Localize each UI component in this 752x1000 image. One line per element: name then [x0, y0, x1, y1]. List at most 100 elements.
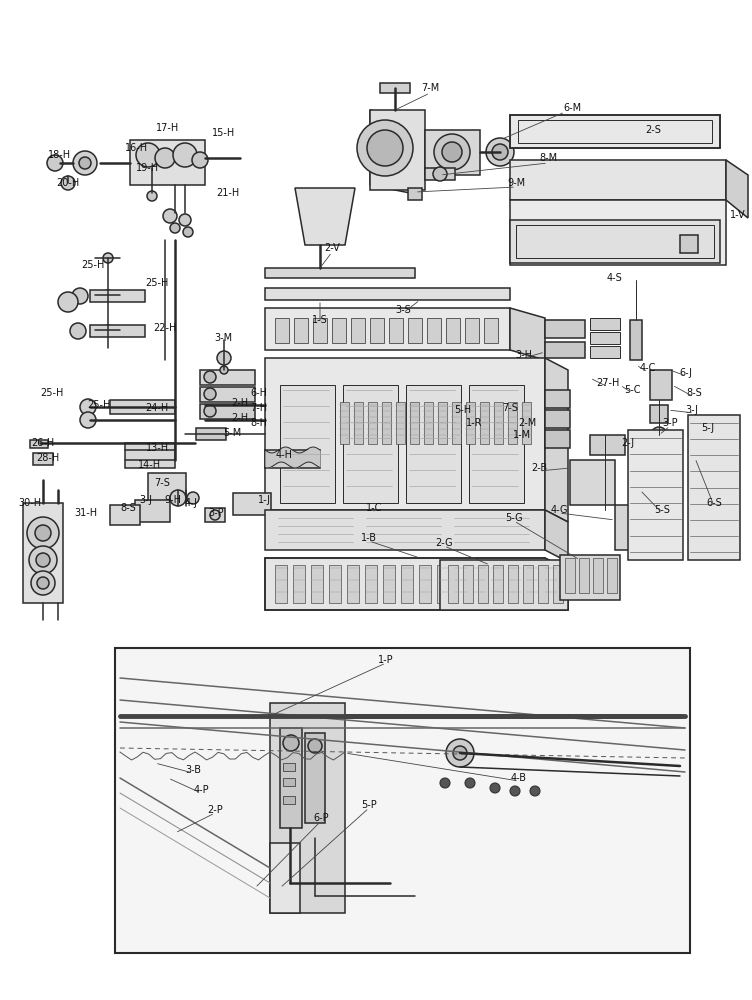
Bar	[630, 320, 642, 360]
Text: 5-M: 5-M	[223, 428, 241, 438]
Bar	[23, 503, 63, 603]
Circle shape	[434, 134, 470, 170]
Text: 1-J: 1-J	[257, 495, 271, 505]
Circle shape	[453, 746, 467, 760]
Text: 4-J: 4-J	[184, 498, 198, 508]
Bar	[233, 493, 271, 515]
Bar	[347, 565, 359, 603]
Bar	[275, 565, 287, 603]
Bar	[628, 430, 683, 560]
Circle shape	[58, 292, 78, 312]
Bar	[408, 188, 422, 200]
Bar	[545, 410, 570, 428]
Bar	[424, 402, 433, 444]
Circle shape	[308, 739, 322, 753]
Bar	[370, 318, 384, 343]
Polygon shape	[510, 308, 545, 360]
Bar	[148, 473, 186, 501]
Bar	[590, 318, 620, 330]
Bar	[130, 140, 205, 185]
Circle shape	[136, 143, 160, 167]
Bar	[509, 565, 521, 603]
Bar	[523, 565, 533, 603]
Polygon shape	[265, 558, 568, 610]
Polygon shape	[295, 188, 355, 245]
Polygon shape	[510, 160, 726, 200]
Bar	[590, 332, 620, 344]
Circle shape	[37, 577, 49, 589]
Bar	[406, 385, 461, 503]
Polygon shape	[510, 220, 720, 263]
Text: 3-P: 3-P	[663, 418, 678, 428]
Bar	[332, 318, 346, 343]
Bar	[478, 565, 488, 603]
Bar	[493, 565, 503, 603]
Bar	[196, 428, 226, 440]
Text: 5-S: 5-S	[654, 505, 670, 515]
Text: 2-S: 2-S	[645, 125, 661, 135]
Circle shape	[433, 167, 447, 181]
Bar	[522, 402, 531, 444]
Bar	[351, 318, 365, 343]
Circle shape	[47, 155, 63, 171]
Bar	[205, 508, 225, 522]
Text: 31-H: 31-H	[74, 508, 98, 518]
Circle shape	[651, 427, 667, 443]
Circle shape	[27, 517, 59, 549]
Text: 18-H: 18-H	[48, 150, 71, 160]
Text: 8-S: 8-S	[686, 388, 702, 398]
Polygon shape	[370, 110, 420, 195]
Bar	[110, 505, 140, 525]
Text: 15-H: 15-H	[212, 128, 235, 138]
Bar	[368, 402, 377, 444]
Bar	[410, 402, 419, 444]
Text: 5-P: 5-P	[361, 800, 377, 810]
Circle shape	[103, 290, 113, 300]
Bar	[354, 402, 363, 444]
Bar	[466, 402, 475, 444]
Text: 3-J: 3-J	[686, 405, 699, 415]
Bar	[545, 342, 585, 358]
Text: 26-H: 26-H	[32, 438, 55, 448]
Circle shape	[204, 405, 216, 417]
Text: 4-S: 4-S	[606, 273, 622, 283]
Text: 7-S: 7-S	[502, 403, 518, 413]
Circle shape	[163, 209, 177, 223]
Text: 7-M: 7-M	[421, 83, 439, 93]
Bar	[343, 385, 398, 503]
Text: 25-H: 25-H	[41, 388, 64, 398]
Circle shape	[492, 144, 508, 160]
Bar	[370, 110, 425, 190]
Circle shape	[442, 142, 462, 162]
Bar	[200, 370, 255, 385]
Bar	[293, 565, 305, 603]
Text: 4-G: 4-G	[550, 505, 568, 515]
Text: 2-H: 2-H	[232, 398, 249, 408]
Text: 2-V: 2-V	[324, 243, 340, 253]
Circle shape	[73, 151, 97, 175]
Bar	[382, 402, 391, 444]
Bar	[446, 318, 460, 343]
Circle shape	[357, 120, 413, 176]
Circle shape	[80, 399, 96, 415]
Bar	[508, 565, 518, 603]
Text: 6-M: 6-M	[563, 103, 581, 113]
Text: 1-S: 1-S	[312, 315, 328, 325]
Bar	[329, 565, 341, 603]
Text: 28-H: 28-H	[36, 453, 59, 463]
Text: 3-B: 3-B	[185, 765, 201, 775]
Bar	[396, 402, 405, 444]
Text: 6-J: 6-J	[680, 368, 693, 378]
Polygon shape	[560, 555, 620, 600]
Text: 6-S: 6-S	[706, 498, 722, 508]
Polygon shape	[545, 510, 568, 562]
Text: 25-H: 25-H	[145, 278, 168, 288]
Polygon shape	[726, 160, 748, 218]
Bar	[494, 402, 503, 444]
Circle shape	[103, 325, 113, 335]
Text: 30-H: 30-H	[19, 498, 41, 508]
Bar	[545, 430, 570, 448]
Text: 4-C: 4-C	[640, 363, 656, 373]
Text: 6-P: 6-P	[313, 813, 329, 823]
Text: 5-J: 5-J	[702, 423, 714, 433]
